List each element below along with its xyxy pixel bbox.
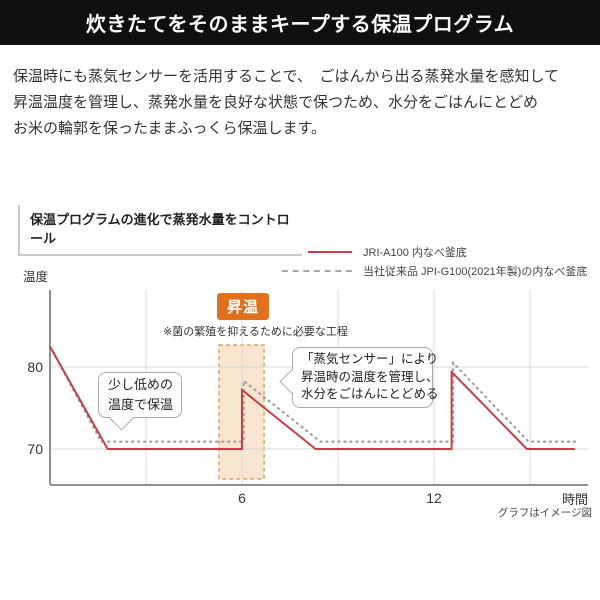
page-title: 炊きたてをそのままキープする保温プログラム — [85, 14, 515, 36]
rise-note: ※菌の繁殖を抑えるために必要な工程 — [163, 326, 348, 338]
legend-swatch-dashed-line — [282, 270, 352, 272]
x-tick-6: 6 — [238, 490, 246, 506]
intro-line-3: お米の輪郭を保ったままふっくら保温します。 — [13, 120, 327, 137]
callout-steam-sensor-line-3: 水分をごはんにとどめる — [301, 387, 439, 401]
callout-steam-sensor: 「蒸気センサー」により 昇温時の温度を管理し、 水分をごはんにとどめる — [279, 347, 439, 408]
rise-badge: 昇温 — [217, 293, 269, 320]
y-tick-70: 70 — [27, 441, 43, 457]
legend-label-jri-a100: JRI-A100 内なべ釜底 — [363, 247, 467, 259]
callout-low-temp: 少し低めの 温度で保温 — [98, 372, 182, 431]
y-axis-title: 温度 — [23, 270, 49, 284]
callout-low-temp-line-1: 少し低めの — [108, 377, 174, 392]
intro-line-2: 昇温温度を管理し、蒸発水量を良好な状態で保つため、水分をごはんにとどめ — [13, 94, 539, 111]
header-bar: 炊きたてをそのままキープする保温プログラム — [0, 0, 600, 45]
chart-footnote: グラフはイメージ図 — [497, 507, 592, 519]
intro-line-1: 保温時にも蒸気センサーを活用することで、 ごはんから出る蒸発水量を感知して — [13, 68, 560, 85]
y-tick-80: 80 — [27, 359, 43, 375]
intro-paragraph: 保温時にも蒸気センサーを活用することで、 ごはんから出る蒸発水量を感知して 昇温… — [13, 64, 591, 142]
legend-swatch-solid-line — [308, 251, 352, 253]
callout-steam-sensor-line-1: 「蒸気センサー」により — [301, 352, 439, 366]
x-axis-title: 時間 — [561, 492, 588, 507]
callout-low-temp-line-2: 温度で保温 — [108, 397, 174, 412]
legend-label-jpi-g100: 当社従来品 JPI-G100(2021年製)の内なべ釜底 — [363, 266, 588, 278]
keep-warm-temperature-chart — [49, 290, 588, 486]
chart-section-title: 保温プログラムの進化で蒸発水量をコントロール — [18, 205, 302, 256]
x-tick-12: 12 — [426, 490, 442, 506]
callout-steam-sensor-line-2: 昇温時の温度を管理し、 — [301, 369, 439, 384]
